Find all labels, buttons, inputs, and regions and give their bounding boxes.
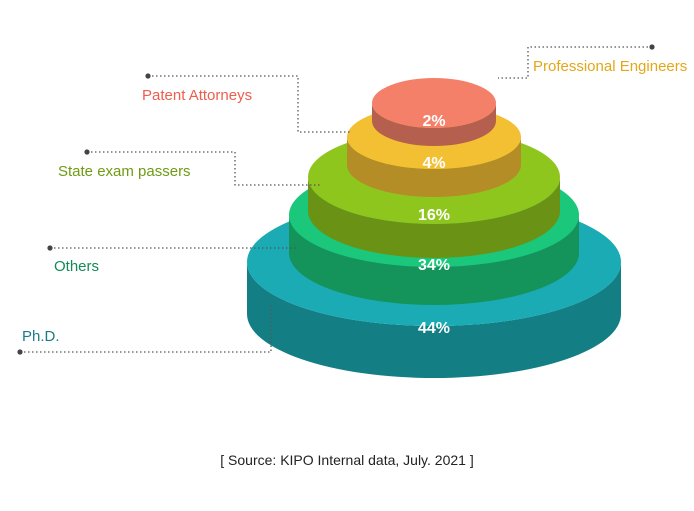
leader-dot-4 xyxy=(145,73,151,79)
tier-side-5 xyxy=(372,103,496,146)
value-label-3: 16% xyxy=(418,207,450,224)
leader-dot-1 xyxy=(17,349,23,355)
tier-side-2 xyxy=(289,215,579,305)
leader-dot-3 xyxy=(84,149,90,155)
value-label-2: 34% xyxy=(418,257,450,274)
tier-5: 2% xyxy=(372,78,496,146)
value-label-1: 44% xyxy=(418,320,450,337)
value-label-5: 2% xyxy=(422,113,445,130)
category-label-4: Patent Attorneys xyxy=(142,87,252,104)
tier-side-3 xyxy=(308,177,560,258)
value-label-4: 4% xyxy=(422,155,445,172)
tier-side-4 xyxy=(347,137,521,197)
leader-dot-5 xyxy=(649,44,655,50)
category-label-5: Professional Engineers xyxy=(533,58,687,75)
category-label-1: Ph.D. xyxy=(22,328,60,345)
tier-top-5 xyxy=(372,78,496,128)
leader-line-4 xyxy=(148,75,350,133)
leader-dot-2 xyxy=(47,245,53,251)
source-note: [ Source: KIPO Internal data, July. 2021… xyxy=(220,452,474,468)
category-label-3: State exam passers xyxy=(58,163,191,180)
tier-side-1 xyxy=(247,262,621,378)
category-label-2: Others xyxy=(54,258,99,275)
leader-line-3 xyxy=(87,151,322,186)
